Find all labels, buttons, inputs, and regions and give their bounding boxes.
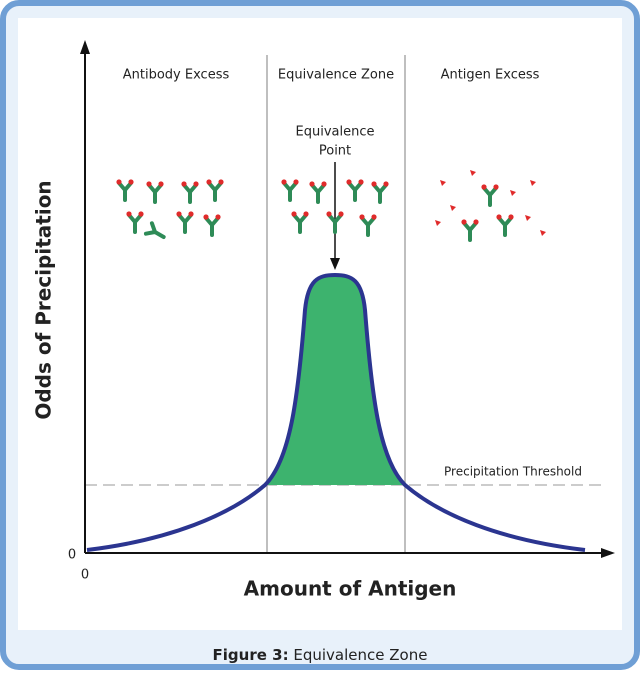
zone-label: Antigen Excess [441, 68, 540, 83]
caption: Figure 3: Equivalence Zone [213, 646, 428, 664]
figure: Antibody Excess Equivalence Zone Antigen… [0, 0, 640, 670]
y-axis-label: Odds of Precipitation [32, 180, 56, 419]
zone-label: Equivalence Zone [278, 68, 394, 83]
zone-label: Antibody Excess [123, 68, 230, 83]
x-origin-label: 0 [81, 568, 89, 583]
annotation: Equivalence [296, 125, 375, 140]
caption-label: Figure 3: [213, 646, 289, 664]
annotation: Point [319, 144, 351, 159]
x-axis-label: Amount of Antigen [244, 577, 457, 601]
threshold-label: Precipitation Threshold [444, 465, 582, 479]
caption-text: Equivalence Zone [293, 646, 427, 664]
y-origin-label: 0 [68, 548, 76, 563]
